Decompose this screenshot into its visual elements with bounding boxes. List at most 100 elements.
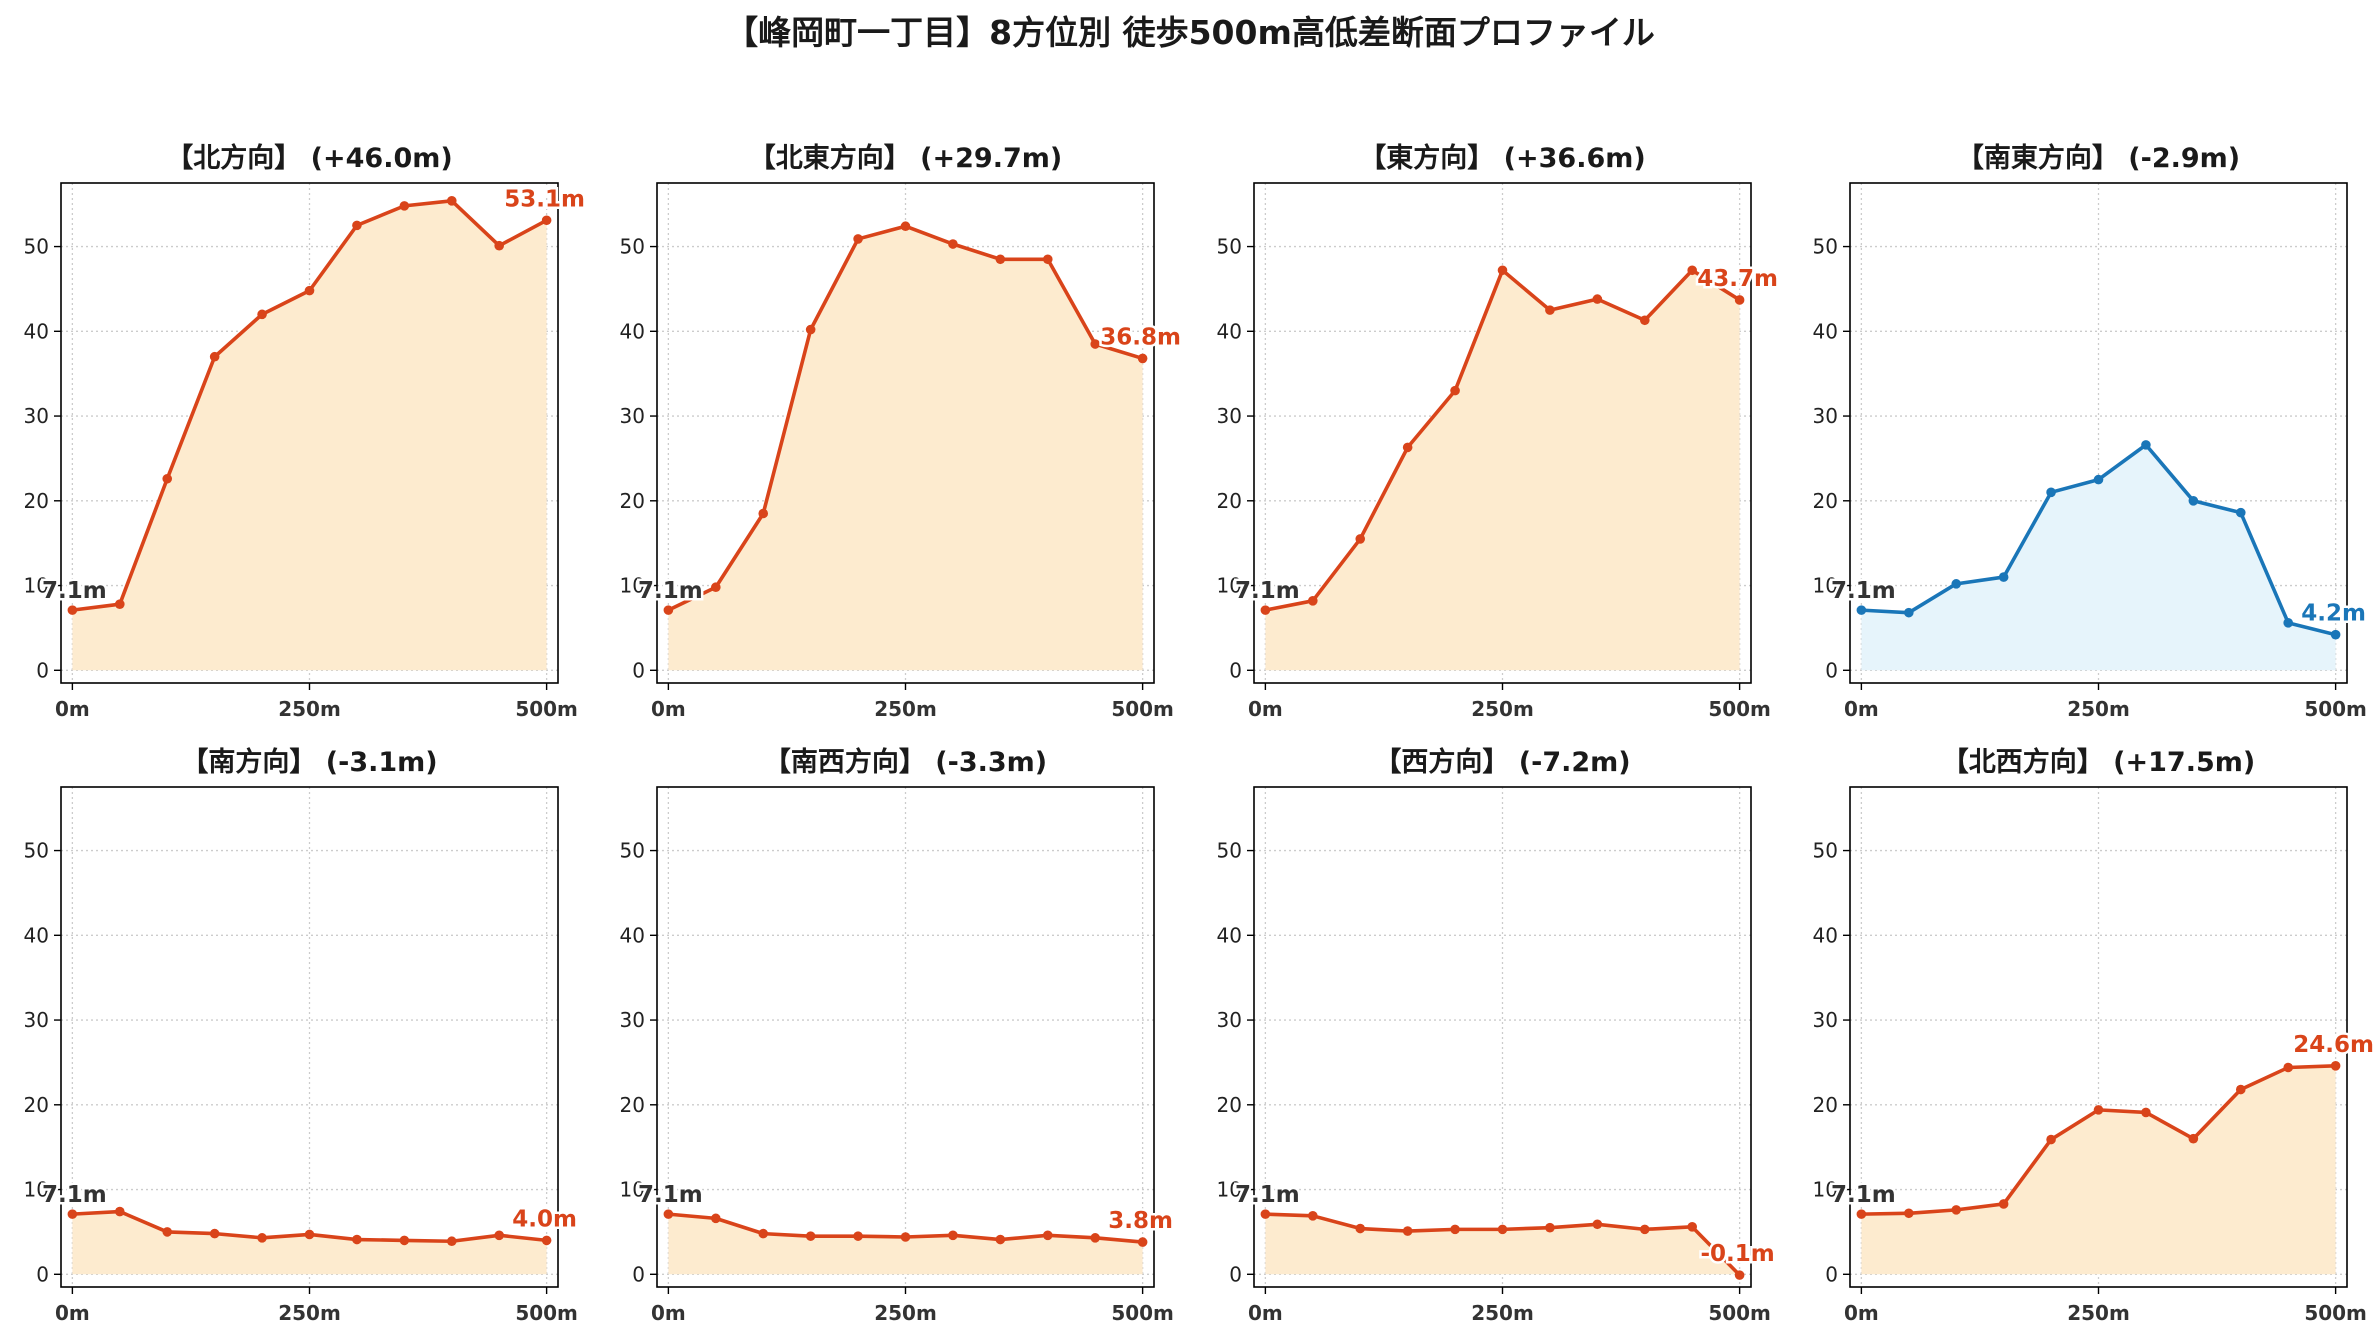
data-point: [257, 1233, 267, 1243]
data-point: [115, 1206, 125, 1217]
x-tick-label: 250m: [278, 697, 341, 721]
y-tick-label: 30: [24, 404, 49, 428]
data-point: [2093, 474, 2104, 485]
data-point: [1090, 339, 1100, 349]
data-point: [1734, 295, 1745, 305]
y-tick-label: 10: [1217, 1178, 1242, 1202]
data-point: [304, 1229, 315, 1240]
data-point: [1355, 534, 1366, 544]
data-point: [2330, 1061, 2341, 1071]
y-tick-label: 0: [1229, 1262, 1242, 1286]
data-point: [494, 240, 504, 251]
y-tick-label: 50: [24, 839, 49, 863]
data-point: [1592, 294, 1603, 304]
y-tick-label: 40: [620, 319, 645, 343]
data-point: [1545, 305, 1555, 315]
y-tick-label: 30: [1813, 1008, 1838, 1032]
data-point: [1497, 265, 1508, 276]
data-point: [541, 1235, 552, 1246]
x-tick-label: 500m: [2304, 1301, 2367, 1325]
profile-area: [1861, 444, 2336, 671]
data-point: [2283, 618, 2293, 628]
data-point: [2235, 507, 2246, 518]
end-value-label: -0.1m: [1700, 1241, 1774, 1267]
data-point: [711, 1213, 721, 1224]
y-tick-label: 20: [1217, 489, 1242, 513]
data-point: [1355, 1223, 1366, 1234]
y-tick-label: 20: [620, 489, 645, 513]
data-point: [1042, 1230, 1053, 1241]
y-tick-label: 50: [620, 839, 645, 863]
data-point: [1402, 1226, 1413, 1236]
start-value-label: 7.1m: [1235, 578, 1300, 604]
data-point: [2046, 487, 2056, 498]
data-point: [853, 1231, 863, 1241]
data-point: [1450, 1224, 1460, 1235]
x-tick-label: 500m: [1708, 1301, 1771, 1325]
x-tick-label: 250m: [2067, 697, 2130, 721]
profile-area: [668, 226, 1143, 671]
y-tick-label: 30: [1217, 404, 1242, 428]
y-tick-label: 40: [1813, 923, 1838, 947]
data-point: [1687, 1222, 1697, 1232]
data-point: [446, 195, 457, 206]
data-point: [1904, 607, 1914, 618]
data-point: [1734, 1270, 1745, 1280]
x-tick-label: 250m: [1471, 697, 1534, 721]
data-point: [900, 1232, 911, 1242]
figure-title: 【峰岡町一丁目】8方位別 徒歩500m高低差断面プロファイル: [725, 13, 1655, 52]
y-tick-label: 20: [1813, 489, 1838, 513]
x-tick-label: 250m: [874, 697, 937, 721]
y-tick-label: 10: [1813, 574, 1838, 598]
end-value-label: 3.8m: [1108, 1208, 1173, 1234]
data-point: [2141, 440, 2151, 450]
y-tick-label: 0: [632, 658, 645, 682]
x-tick-label: 0m: [651, 697, 686, 721]
x-tick-label: 500m: [1708, 697, 1771, 721]
x-tick-label: 0m: [1248, 1301, 1283, 1325]
x-tick-label: 0m: [1844, 1301, 1879, 1325]
y-tick-label: 30: [1813, 404, 1838, 428]
data-point: [399, 1235, 410, 1246]
data-point: [1592, 1219, 1603, 1230]
data-point: [711, 582, 721, 593]
x-tick-label: 250m: [1471, 1301, 1534, 1325]
x-tick-label: 0m: [1248, 697, 1283, 721]
y-tick-label: 30: [24, 1008, 49, 1032]
data-point: [446, 1236, 457, 1247]
data-point: [494, 1230, 504, 1241]
start-value-label: 7.1m: [42, 1182, 107, 1208]
data-point: [1951, 1205, 1962, 1215]
x-tick-label: 500m: [1111, 697, 1174, 721]
y-tick-label: 40: [24, 319, 49, 343]
data-point: [2188, 495, 2199, 506]
subplot-title: 【南方向】 (-3.1m): [181, 746, 437, 778]
y-tick-label: 50: [1217, 235, 1242, 259]
y-tick-label: 40: [620, 923, 645, 947]
end-value-label: 43.7m: [1697, 266, 1778, 292]
profile-area: [668, 1214, 1143, 1275]
data-point: [1137, 1237, 1148, 1247]
y-tick-label: 20: [24, 1093, 49, 1117]
x-tick-label: 500m: [515, 1301, 578, 1325]
data-point: [758, 1228, 769, 1239]
start-value-label: 7.1m: [638, 578, 703, 604]
x-tick-label: 250m: [874, 1301, 937, 1325]
y-tick-label: 0: [1825, 658, 1838, 682]
data-point: [1856, 605, 1867, 615]
y-tick-label: 10: [620, 574, 645, 598]
start-value-label: 7.1m: [638, 1182, 703, 1208]
profile-area: [1861, 1065, 2336, 1275]
data-point: [853, 234, 863, 244]
data-point: [948, 239, 958, 249]
x-tick-label: 0m: [651, 1301, 686, 1325]
data-point: [1904, 1208, 1914, 1219]
y-tick-label: 30: [620, 1008, 645, 1032]
profile-area: [1265, 270, 1740, 671]
data-point: [1450, 385, 1460, 396]
data-point: [352, 220, 362, 231]
